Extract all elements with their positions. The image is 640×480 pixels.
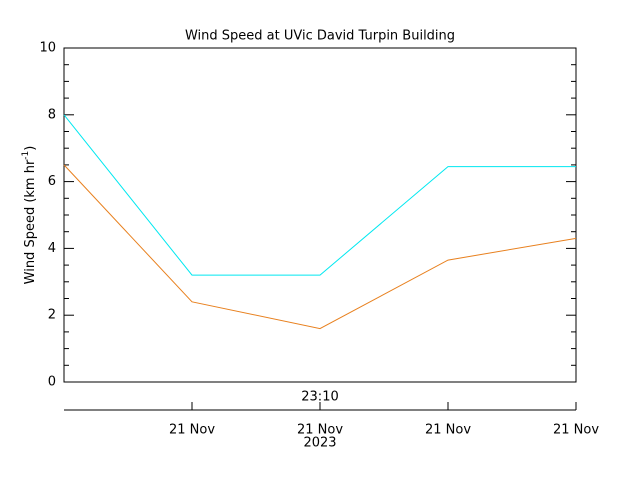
time-label: 23:10 bbox=[301, 390, 338, 405]
series-line bbox=[63, 164, 577, 330]
x-tick-label: 21 Nov bbox=[425, 423, 471, 438]
y-tick-label: 8 bbox=[48, 107, 56, 122]
y-tick-label: 10 bbox=[39, 41, 56, 56]
y-tick-label: 2 bbox=[48, 308, 56, 323]
x-tick-label: 21 Nov bbox=[297, 423, 343, 438]
x-tick-label: 21 Nov bbox=[553, 423, 599, 438]
y-tick-label: 4 bbox=[48, 241, 56, 256]
x-tick-label: 21 Nov bbox=[169, 423, 215, 438]
y-tick-label: 0 bbox=[48, 375, 56, 390]
y-axis-label: Wind Speed (km hr-1) bbox=[21, 146, 38, 285]
y-label-end: ) bbox=[23, 146, 38, 151]
year-label: 2023 bbox=[303, 436, 336, 451]
y-label-sup: -1 bbox=[21, 151, 31, 160]
chart-title: Wind Speed at UVic David Turpin Building bbox=[185, 29, 455, 44]
y-label-main: Wind Speed (km hr bbox=[23, 159, 38, 284]
series-line bbox=[63, 114, 576, 276]
y-tick-label: 6 bbox=[48, 174, 56, 189]
